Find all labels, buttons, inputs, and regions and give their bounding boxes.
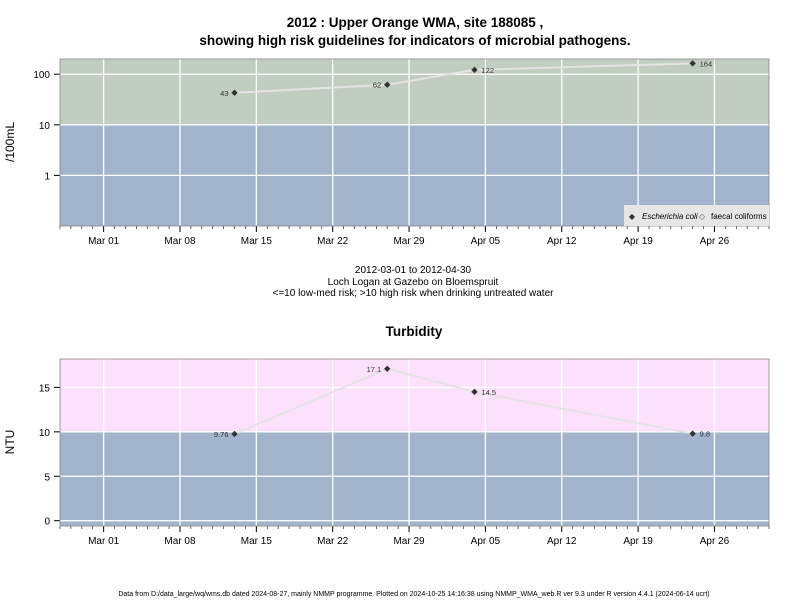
microbial-xtick-label: Apr 19: [623, 236, 653, 247]
turbidity-title: Turbidity: [386, 324, 443, 339]
microbial-data-point: [471, 66, 478, 74]
turbidity-data-label: 9.8: [700, 430, 710, 439]
turbidity-ylabel: NTU: [3, 430, 17, 455]
turbidity-low-risk-zone: [60, 431, 769, 526]
microbial-high-risk-zone: [60, 59, 769, 125]
footer-note: Data from D:/data_large/wq/wms.db dated …: [118, 591, 709, 598]
microbial-ytick-label: 100: [33, 70, 50, 81]
microbial-panel: Mar 01 Mar 08 Mar 15 Mar 22 Mar 29 Apr 05 Apr …: [33, 58, 770, 247]
microbial-data-point: [689, 60, 696, 67]
chart-title-line1: 2012 : Upper Orange WMA, site 188085 ,: [287, 15, 544, 30]
microbial-xtick-label: Apr 26: [700, 236, 730, 247]
microbial-series-line: [234, 62, 693, 94]
turbidity-data-point: [689, 430, 696, 437]
turbidity-ytick-label: 0: [44, 517, 50, 528]
turbidity-xtick-label: Mar 22: [317, 536, 349, 547]
caption-guideline: <=10 low-med risk; >10 high risk when dr…: [273, 288, 555, 299]
turbidity-data-label: 14.5: [481, 388, 496, 397]
microbial-xtick-label: Mar 15: [241, 236, 273, 247]
turbidity-xtick-label: Mar 29: [393, 536, 425, 547]
legend-ecoli-marker: ◆: [629, 212, 636, 221]
legend-faecal-marker: ◇: [699, 212, 706, 221]
turbidity-plot-frame: [59, 358, 770, 527]
turbidity-ytick-label: 10: [39, 428, 51, 439]
turbidity-panel: Mar 01 Mar 08 Mar 15 Mar 22 Mar 29 Apr 05 Apr …: [39, 358, 770, 547]
chart-title-line2: showing high risk guidelines for indicat…: [199, 33, 630, 48]
turbidity-xtick-label: Apr 19: [623, 536, 653, 547]
microbial-xtick-label: Mar 29: [393, 236, 425, 247]
turbidity-series-line: [234, 367, 693, 435]
microbial-ytick-label: 1: [44, 171, 50, 182]
turbidity-xtick-label: Mar 15: [241, 536, 273, 547]
microbial-data-label: 62: [373, 81, 381, 90]
microbial-data-label: 122: [481, 66, 494, 75]
microbial-xtick-label: Apr 05: [471, 236, 501, 247]
turbidity-data-label: 17.1: [367, 365, 382, 374]
caption-date-range: 2012-03-01 to 2012-04-30: [355, 265, 472, 276]
legend-faecal-label: faecal coliforms: [711, 212, 767, 221]
turbidity-high-risk-zone: [60, 359, 769, 432]
turbidity-xtick-label: Apr 12: [547, 536, 577, 547]
turbidity-xtick-label: Mar 08: [164, 536, 196, 547]
turbidity-xtick-label: Apr 05: [471, 536, 501, 547]
microbial-data-point: [384, 81, 391, 88]
microbial-ytick-label: 10: [39, 121, 51, 132]
chart-legend: ◆ Escherichia coli ◇ faecal coliforms: [624, 205, 769, 226]
caption-location: Loch Logan at Gazebo on Bloemspruit: [328, 277, 499, 288]
microbial-plot-frame: [59, 58, 770, 227]
microbial-ylabel: /100mL: [3, 122, 17, 162]
microbial-xtick-label: Apr 12: [547, 236, 577, 247]
turbidity-xtick-label: Mar 01: [88, 536, 120, 547]
microbial-data-point: [231, 89, 238, 96]
turbidity-ytick-label: 15: [39, 383, 51, 394]
microbial-xtick-label: Mar 01: [88, 236, 120, 247]
microbial-data-label: 43: [220, 89, 228, 98]
turbidity-data-point: [471, 388, 478, 396]
turbidity-ytick-label: 5: [44, 472, 50, 483]
turbidity-data-label: 9.76: [214, 430, 229, 439]
microbial-data-label: 164: [700, 59, 713, 68]
microbial-xtick-label: Mar 08: [164, 236, 196, 247]
turbidity-data-point: [231, 430, 238, 438]
legend-ecoli-label: Escherichia coli: [642, 212, 698, 221]
microbial-xtick-label: Mar 22: [317, 236, 349, 247]
turbidity-data-point: [384, 365, 391, 372]
legend-box: [624, 205, 769, 226]
turbidity-xtick-label: Apr 26: [700, 536, 730, 547]
